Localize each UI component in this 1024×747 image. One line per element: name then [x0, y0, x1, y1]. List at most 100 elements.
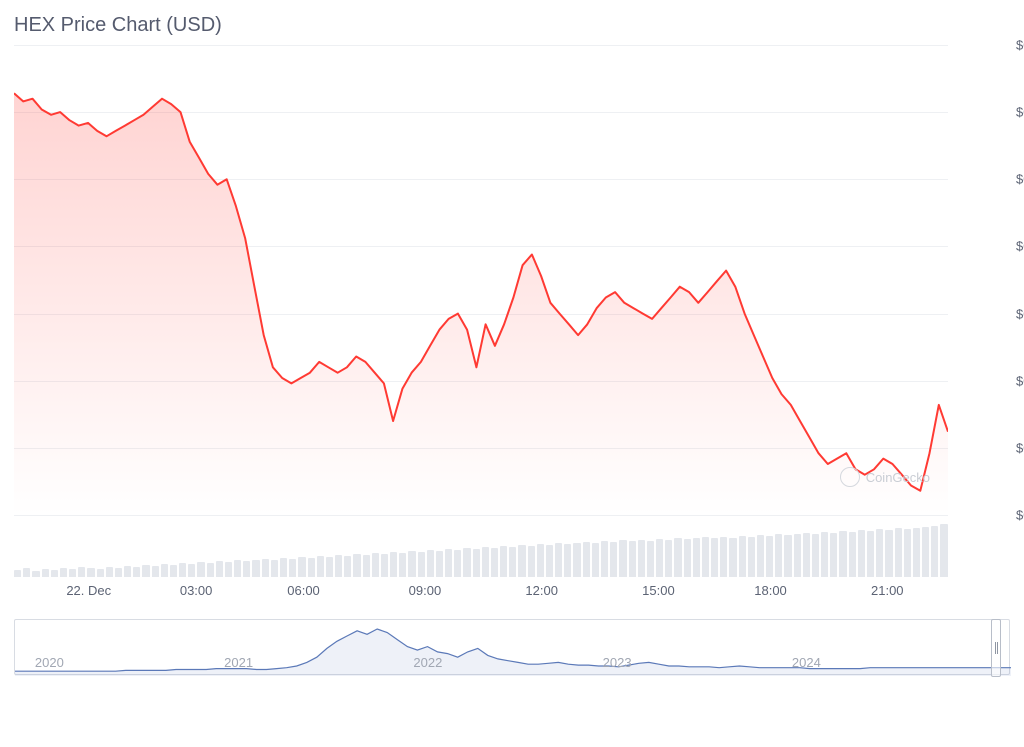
volume-bar — [23, 568, 30, 577]
navigator-year-label: 2024 — [792, 655, 821, 670]
volume-bar — [821, 532, 828, 577]
volume-bar — [372, 553, 379, 577]
navigator-handle[interactable] — [991, 619, 1001, 677]
volume-bar — [32, 571, 39, 577]
volume-bar — [509, 547, 516, 577]
volume-bar — [629, 541, 636, 577]
y-tick-label: $0.02325 — [1016, 508, 1024, 523]
volume-bar — [152, 566, 159, 577]
volume-bar — [647, 541, 654, 577]
volume-bar — [564, 544, 571, 577]
volume-bar — [142, 565, 149, 577]
volume-bar — [592, 543, 599, 577]
coingecko-icon — [840, 467, 860, 487]
volume-bar — [353, 554, 360, 577]
volume-bar — [684, 539, 691, 577]
volume-bar — [555, 543, 562, 577]
volume-bar — [812, 534, 819, 577]
y-tick-label: $0.024 — [1016, 306, 1024, 321]
volume-bar — [610, 542, 617, 577]
gridline — [14, 448, 948, 449]
volume-bar — [326, 557, 333, 577]
y-tick-label: $0.0235 — [1016, 440, 1024, 455]
chart-title: HEX Price Chart (USD) — [0, 0, 1024, 45]
volume-bar — [69, 569, 76, 577]
x-tick-label: 03:00 — [180, 583, 213, 598]
x-tick-label: 15:00 — [642, 583, 675, 598]
navigator-year-label: 2021 — [224, 655, 253, 670]
volume-bar — [473, 549, 480, 577]
volume-bar — [124, 566, 131, 577]
volume-bar — [418, 552, 425, 577]
volume-bar — [665, 540, 672, 577]
x-tick-label: 12:00 — [525, 583, 558, 598]
time-navigator[interactable]: 2020 2021 2022 2023 2024 — [14, 619, 1010, 675]
volume-bar — [234, 560, 241, 577]
volume-chart — [0, 521, 1024, 577]
volume-bar — [317, 556, 324, 577]
volume-bar — [895, 528, 902, 577]
volume-bar — [87, 568, 94, 577]
volume-bar — [115, 568, 122, 577]
volume-bar — [454, 550, 461, 577]
volume-bar — [170, 565, 177, 577]
volume-bar — [849, 532, 856, 577]
volume-bar — [344, 556, 351, 577]
volume-bar — [794, 534, 801, 577]
volume-bar — [216, 561, 223, 577]
volume-bar — [78, 567, 85, 577]
volume-bar — [784, 535, 791, 577]
navigator-year-label: 2023 — [603, 655, 632, 670]
volume-bar — [766, 536, 773, 577]
volume-bar — [656, 539, 663, 577]
volume-bar — [528, 546, 535, 577]
volume-bar — [482, 547, 489, 577]
main-price-chart[interactable]: CoinGecko $0.025$0.02475$0.0245$0.02425$… — [0, 45, 1024, 515]
volume-bar — [308, 558, 315, 577]
price-line — [14, 45, 948, 515]
volume-bar — [748, 537, 755, 577]
volume-bar — [188, 564, 195, 577]
volume-bar — [225, 562, 232, 577]
volume-bar — [601, 541, 608, 577]
x-axis: 22. Dec03:0006:0009:0012:0015:0018:0021:… — [0, 581, 1024, 605]
volume-bar — [739, 536, 746, 577]
volume-bar — [858, 530, 865, 577]
navigator-line — [15, 620, 1011, 676]
volume-bar — [298, 557, 305, 577]
volume-bar — [436, 551, 443, 577]
volume-bar — [904, 529, 911, 577]
volume-bar — [830, 533, 837, 577]
volume-bar — [775, 534, 782, 577]
volume-bar — [335, 555, 342, 577]
navigator-year-label: 2020 — [35, 655, 64, 670]
volume-bar — [60, 568, 67, 577]
navigator-year-label: 2022 — [413, 655, 442, 670]
volume-bar — [381, 554, 388, 577]
volume-bar — [702, 537, 709, 577]
volume-bar — [399, 553, 406, 577]
volume-bar — [463, 548, 470, 577]
y-tick-label: $0.0245 — [1016, 172, 1024, 187]
gridline — [14, 246, 948, 247]
x-tick-label: 22. Dec — [66, 583, 111, 598]
volume-bar — [427, 550, 434, 577]
volume-bar — [757, 535, 764, 577]
volume-bar — [931, 526, 938, 577]
volume-bar — [803, 533, 810, 577]
volume-bar — [161, 564, 168, 577]
volume-bar — [289, 559, 296, 577]
gridline — [14, 515, 948, 516]
volume-bar — [106, 567, 113, 577]
x-tick-label: 09:00 — [409, 583, 442, 598]
volume-bar — [133, 567, 140, 577]
gridline — [14, 179, 948, 180]
volume-bar — [693, 538, 700, 577]
volume-bar — [179, 563, 186, 577]
volume-bar — [674, 538, 681, 577]
volume-bar — [518, 545, 525, 577]
volume-bar — [207, 563, 214, 577]
volume-bar — [583, 542, 590, 577]
volume-bar — [271, 560, 278, 577]
volume-bar — [491, 548, 498, 577]
